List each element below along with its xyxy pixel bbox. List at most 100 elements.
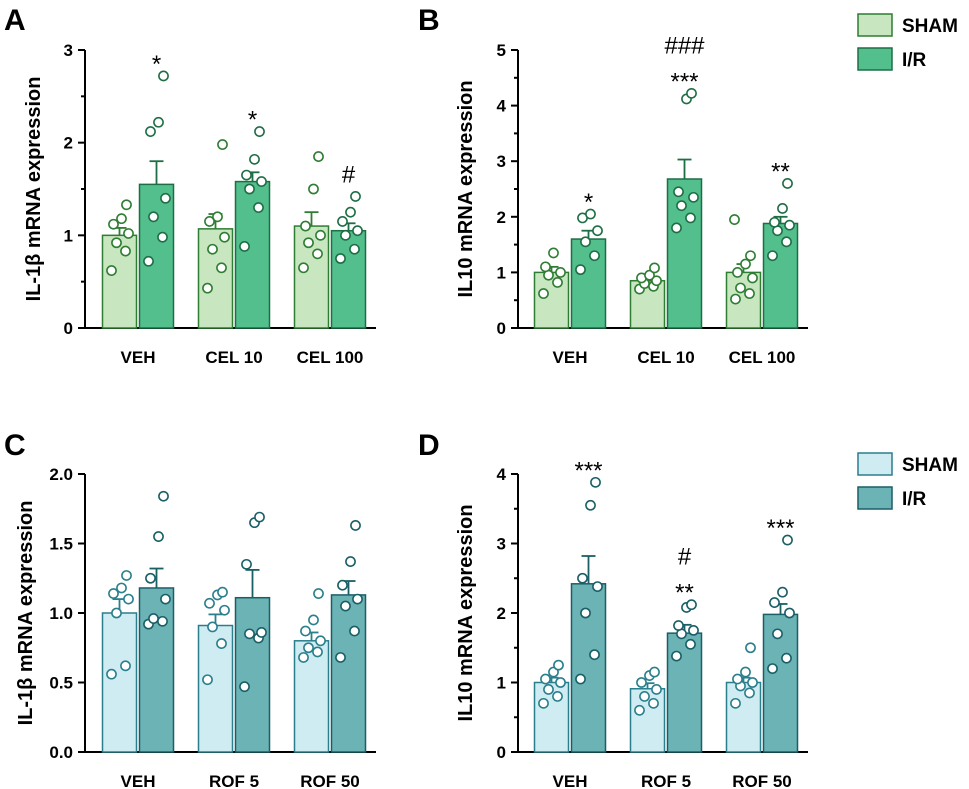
y-tick-label: 1 xyxy=(497,674,506,693)
data-point xyxy=(686,87,697,99)
data-point xyxy=(303,237,314,249)
bar-ir xyxy=(330,229,367,329)
data-point xyxy=(337,579,348,591)
data-point xyxy=(685,638,696,650)
data-point xyxy=(121,199,132,211)
data-point xyxy=(732,266,743,278)
data-point xyxy=(239,681,250,693)
data-point xyxy=(157,231,168,243)
data-point xyxy=(202,282,213,294)
legend-label-ir: I/R xyxy=(902,50,927,71)
data-point xyxy=(241,169,252,181)
data-point xyxy=(740,666,751,678)
data-point xyxy=(313,588,324,599)
y-tick-label: 4 xyxy=(497,465,507,484)
data-point xyxy=(781,236,792,248)
data-point xyxy=(106,668,117,680)
y-tick-label: 3 xyxy=(64,41,73,60)
y-tick-label: 2 xyxy=(64,134,73,153)
x-category-label: CEL 10 xyxy=(637,348,694,367)
legend-label-ir: I/R xyxy=(902,489,927,510)
y-tick-label: 2 xyxy=(497,208,506,227)
data-point xyxy=(777,586,788,598)
panel-letter: C xyxy=(4,429,26,462)
data-point xyxy=(673,186,684,198)
legend-label-sham: SHAM xyxy=(902,16,958,37)
x-category-label: CEL 100 xyxy=(729,348,796,367)
legend-swatch-sham xyxy=(857,13,893,37)
data-point xyxy=(676,200,687,212)
bar-sham xyxy=(533,681,570,753)
data-point xyxy=(212,211,223,223)
bar-ir xyxy=(666,632,703,753)
data-point xyxy=(744,288,755,299)
data-point xyxy=(543,684,554,695)
x-category-label: CEL 100 xyxy=(297,348,364,367)
y-tick-label: 2.0 xyxy=(49,465,73,484)
legend-label-sham: SHAM xyxy=(902,455,958,476)
y-tick-label: 1 xyxy=(64,226,73,245)
legend-swatch-ir xyxy=(857,486,893,510)
y-axis-label: IL10 mRNA expression xyxy=(455,504,477,721)
data-point xyxy=(688,624,699,636)
data-point xyxy=(335,652,346,663)
data-point xyxy=(729,214,740,225)
data-point xyxy=(648,697,659,709)
data-point xyxy=(148,613,159,624)
data-point xyxy=(730,293,741,305)
significance-marker: ** xyxy=(771,158,790,185)
data-point xyxy=(580,607,591,619)
data-point xyxy=(254,511,265,523)
y-tick-label: 1 xyxy=(497,263,506,282)
data-point xyxy=(553,659,564,671)
data-point xyxy=(120,245,131,257)
y-tick-label: 3 xyxy=(497,152,506,171)
data-point xyxy=(592,225,603,237)
y-tick-label: 0.5 xyxy=(49,674,73,693)
data-point xyxy=(111,607,122,619)
data-point xyxy=(352,225,363,237)
data-point xyxy=(315,635,326,647)
data-point xyxy=(157,615,168,627)
significance-marker: *** xyxy=(766,515,794,542)
data-point xyxy=(120,660,131,672)
data-point xyxy=(121,570,132,581)
panel-c: C IL-1β mRNA expression 0.0 0.5 1.0 1.5 2.0 VEH… xyxy=(4,429,376,789)
data-point xyxy=(108,218,119,230)
data-point xyxy=(143,255,154,267)
data-point xyxy=(158,490,169,502)
y-tick-label: 5 xyxy=(497,41,506,60)
data-point xyxy=(782,534,793,546)
data-point xyxy=(548,247,559,259)
y-tick-label: 0 xyxy=(497,319,506,338)
bar-ir xyxy=(138,587,175,753)
y-tick-label: 3 xyxy=(497,535,506,554)
data-point xyxy=(313,151,324,162)
data-point xyxy=(217,139,228,150)
data-point xyxy=(216,638,227,649)
data-point xyxy=(219,231,230,243)
data-point xyxy=(671,650,682,662)
data-point xyxy=(111,237,122,249)
data-point xyxy=(345,556,356,567)
data-point xyxy=(745,250,756,262)
data-point xyxy=(575,264,586,276)
data-point xyxy=(123,228,134,239)
y-tick-label: 0 xyxy=(64,319,73,338)
data-point xyxy=(651,275,662,287)
data-point xyxy=(145,126,156,137)
data-point xyxy=(552,691,563,702)
data-point xyxy=(585,208,596,220)
data-point xyxy=(772,628,783,640)
data-point xyxy=(781,652,792,664)
data-point xyxy=(300,625,311,637)
data-point xyxy=(745,642,756,654)
data-point xyxy=(207,621,218,633)
data-point xyxy=(747,272,758,284)
bar-ir xyxy=(570,238,607,329)
data-point xyxy=(239,241,250,252)
data-point xyxy=(256,627,267,638)
data-point xyxy=(298,652,309,663)
y-tick-label: 2 xyxy=(497,604,506,623)
data-point xyxy=(555,677,566,688)
